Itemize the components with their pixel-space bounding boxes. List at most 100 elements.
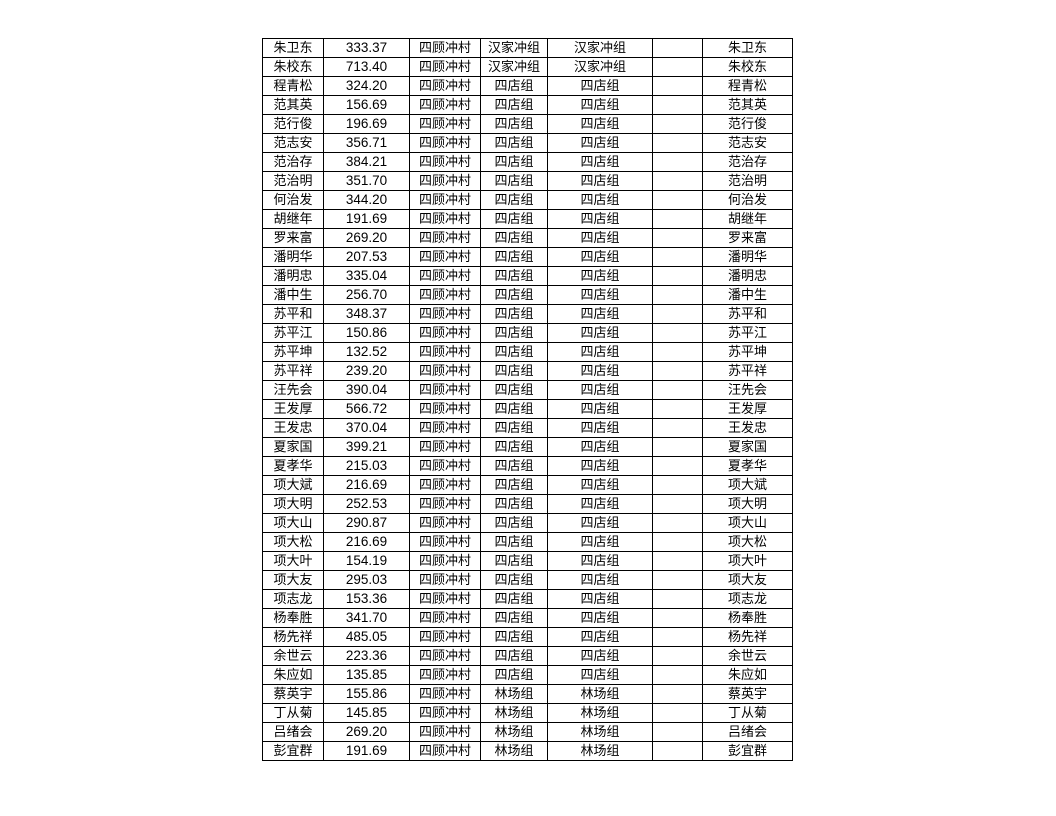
cell-name-repeat: 范志安 (702, 133, 793, 153)
table-row: 朱应如 135.85 四顾冲村 四店组 四店组 朱应如 (262, 665, 793, 685)
cell-group-repeat: 林场组 (547, 741, 653, 761)
cell-amount: 156.69 (323, 95, 410, 115)
cell-blank (652, 589, 703, 609)
table-row: 吕绪会 269.20 四顾冲村 林场组 林场组 吕绪会 (262, 722, 793, 742)
cell-name: 项志龙 (262, 589, 324, 609)
cell-village: 四顾冲村 (409, 114, 481, 134)
cell-name: 余世云 (262, 646, 324, 666)
cell-village: 四顾冲村 (409, 551, 481, 571)
cell-name-repeat: 杨先祥 (702, 627, 793, 647)
cell-group-repeat: 汉家冲组 (547, 38, 653, 58)
cell-group: 四店组 (480, 209, 548, 229)
cell-blank (652, 475, 703, 495)
cell-group-repeat: 四店组 (547, 665, 653, 685)
cell-group: 林场组 (480, 741, 548, 761)
cell-name: 程青松 (262, 76, 324, 96)
table-row: 范行俊 196.69 四顾冲村 四店组 四店组 范行俊 (262, 114, 793, 134)
cell-group: 四店组 (480, 342, 548, 362)
cell-amount: 269.20 (323, 228, 410, 248)
cell-group: 四店组 (480, 665, 548, 685)
cell-blank (652, 342, 703, 362)
cell-name-repeat: 何治发 (702, 190, 793, 210)
table-row: 罗来富 269.20 四顾冲村 四店组 四店组 罗来富 (262, 228, 793, 248)
table-row: 何治发 344.20 四顾冲村 四店组 四店组 何治发 (262, 190, 793, 210)
cell-group: 汉家冲组 (480, 57, 548, 77)
cell-village: 四顾冲村 (409, 513, 481, 533)
cell-name-repeat: 潘中生 (702, 285, 793, 305)
cell-blank (652, 418, 703, 438)
table-body: 朱卫东 333.37 四顾冲村 汉家冲组 汉家冲组 朱卫东 朱校东 713.40 四顾冲村 汉家冲… (262, 38, 793, 761)
cell-blank (652, 494, 703, 514)
cell-name-repeat: 杨奉胜 (702, 608, 793, 628)
cell-group-repeat: 四店组 (547, 342, 653, 362)
cell-blank (652, 665, 703, 685)
cell-group: 林场组 (480, 703, 548, 723)
cell-name-repeat: 丁从菊 (702, 703, 793, 723)
cell-village: 四顾冲村 (409, 361, 481, 381)
cell-amount: 290.87 (323, 513, 410, 533)
cell-blank (652, 646, 703, 666)
cell-group-repeat: 四店组 (547, 513, 653, 533)
cell-group: 四店组 (480, 399, 548, 419)
cell-name: 蔡英宇 (262, 684, 324, 704)
cell-name-repeat: 夏家国 (702, 437, 793, 457)
cell-blank (652, 684, 703, 704)
table-row: 苏平祥 239.20 四顾冲村 四店组 四店组 苏平祥 (262, 361, 793, 381)
cell-group: 四店组 (480, 133, 548, 153)
cell-group: 四店组 (480, 76, 548, 96)
cell-amount: 351.70 (323, 171, 410, 191)
cell-group: 四店组 (480, 304, 548, 324)
cell-group-repeat: 林场组 (547, 703, 653, 723)
cell-village: 四顾冲村 (409, 76, 481, 96)
cell-group-repeat: 四店组 (547, 437, 653, 457)
cell-village: 四顾冲村 (409, 722, 481, 742)
cell-group: 四店组 (480, 456, 548, 476)
cell-blank (652, 171, 703, 191)
cell-amount: 252.53 (323, 494, 410, 514)
cell-amount: 154.19 (323, 551, 410, 571)
cell-amount: 370.04 (323, 418, 410, 438)
table-row: 项大友 295.03 四顾冲村 四店组 四店组 项大友 (262, 570, 793, 590)
table-row: 项志龙 153.36 四顾冲村 四店组 四店组 项志龙 (262, 589, 793, 609)
cell-amount: 215.03 (323, 456, 410, 476)
cell-group-repeat: 四店组 (547, 361, 653, 381)
table-row: 余世云 223.36 四顾冲村 四店组 四店组 余世云 (262, 646, 793, 666)
table-row: 潘中生 256.70 四顾冲村 四店组 四店组 潘中生 (262, 285, 793, 305)
cell-group-repeat: 林场组 (547, 722, 653, 742)
cell-village: 四顾冲村 (409, 228, 481, 248)
cell-amount: 324.20 (323, 76, 410, 96)
table-row: 汪先会 390.04 四顾冲村 四店组 四店组 汪先会 (262, 380, 793, 400)
cell-group: 四店组 (480, 608, 548, 628)
cell-name-repeat: 潘明忠 (702, 266, 793, 286)
cell-amount: 333.37 (323, 38, 410, 58)
cell-name: 苏平坤 (262, 342, 324, 362)
cell-blank (652, 551, 703, 571)
cell-village: 四顾冲村 (409, 38, 481, 58)
cell-group-repeat: 四店组 (547, 133, 653, 153)
cell-village: 四顾冲村 (409, 589, 481, 609)
cell-name-repeat: 项大斌 (702, 475, 793, 495)
cell-name: 项大叶 (262, 551, 324, 571)
cell-name: 吕绪会 (262, 722, 324, 742)
data-table: 朱卫东 333.37 四顾冲村 汉家冲组 汉家冲组 朱卫东 朱校东 713.40 四顾冲村 汉家冲… (262, 38, 793, 761)
cell-group-repeat: 四店组 (547, 152, 653, 172)
cell-blank (652, 323, 703, 343)
cell-group: 四店组 (480, 266, 548, 286)
cell-village: 四顾冲村 (409, 741, 481, 761)
table-row: 丁从菊 145.85 四顾冲村 林场组 林场组 丁从菊 (262, 703, 793, 723)
cell-name: 杨奉胜 (262, 608, 324, 628)
cell-name-repeat: 胡继年 (702, 209, 793, 229)
cell-village: 四顾冲村 (409, 57, 481, 77)
cell-group: 四店组 (480, 532, 548, 552)
cell-village: 四顾冲村 (409, 494, 481, 514)
cell-name: 苏平江 (262, 323, 324, 343)
cell-group: 四店组 (480, 494, 548, 514)
table-row: 范治存 384.21 四顾冲村 四店组 四店组 范治存 (262, 152, 793, 172)
cell-name-repeat: 夏孝华 (702, 456, 793, 476)
cell-village: 四顾冲村 (409, 190, 481, 210)
cell-blank (652, 703, 703, 723)
cell-group: 四店组 (480, 646, 548, 666)
table-row: 胡继年 191.69 四顾冲村 四店组 四店组 胡继年 (262, 209, 793, 229)
cell-group: 四店组 (480, 475, 548, 495)
